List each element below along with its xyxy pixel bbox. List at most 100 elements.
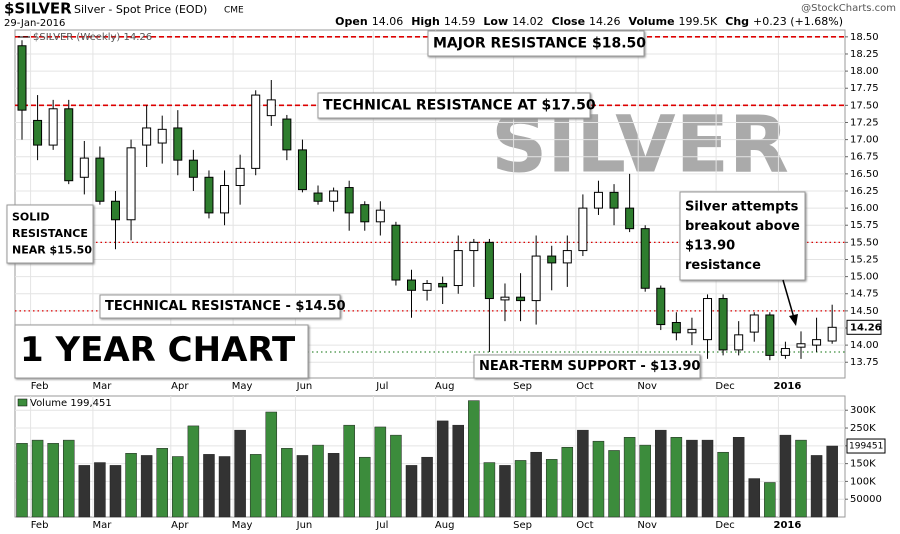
candle-body: [469, 241, 479, 252]
legend-swatch: [17, 398, 28, 407]
candle-body: [360, 204, 370, 223]
y-tick-label: 18.00: [850, 66, 879, 77]
instrument-name: Silver - Spot Price (EOD): [74, 3, 207, 16]
volume-bar: [78, 465, 91, 518]
candle-body: [656, 287, 666, 326]
y-tick-label: 14.50: [850, 306, 879, 317]
candle-body: [422, 282, 432, 291]
annotation-text: Silver attempts: [685, 199, 799, 214]
volume-bar: [701, 439, 714, 518]
candle-body: [516, 296, 526, 302]
legend-entry: $SILVER (Weekly) 14.26: [33, 32, 152, 43]
x-tick-label: Feb: [31, 520, 49, 531]
candle-body: [48, 108, 58, 146]
x-tick-label: Nov: [637, 520, 657, 531]
volume-bar: [343, 424, 355, 518]
candle-body: [391, 224, 401, 281]
y-tick-label: 16.75: [850, 152, 879, 163]
x-tick-label: Jul: [375, 520, 388, 531]
volume-bar: [390, 434, 402, 518]
x-tick-label: Sep: [513, 381, 532, 392]
annotation-text: resistance: [685, 258, 761, 273]
volume-bar: [281, 448, 293, 518]
candle-body: [282, 118, 292, 151]
volume-bar: [327, 453, 340, 518]
candle-body: [266, 99, 276, 117]
x-tick-label: May: [232, 381, 253, 392]
candle-body: [609, 191, 619, 209]
last-price-label: 14.26: [850, 322, 882, 333]
y-tick-label: 17.50: [850, 100, 879, 111]
quote-label: High: [411, 15, 440, 28]
exchange: CME: [224, 6, 244, 16]
volume-bar: [717, 451, 729, 518]
volume-bar: [359, 456, 371, 518]
volume-bar: [545, 459, 558, 518]
annotation-box: [14, 324, 309, 379]
last-volume-box: [846, 438, 886, 454]
volume-bar: [623, 437, 636, 518]
volume-bar: [639, 444, 651, 518]
volume-bar: [203, 454, 215, 518]
candle-body: [640, 228, 650, 289]
x-tick-label: 2016: [773, 520, 801, 531]
candle-body: [671, 322, 681, 334]
annotation-text: MAJOR RESISTANCE $18.50: [433, 36, 646, 52]
volume-bar: [218, 456, 231, 518]
volume-bar: [795, 439, 807, 518]
y-tick-label: 13.75: [850, 357, 879, 368]
y-tick-label: 16.00: [850, 203, 879, 214]
x-tick-label: Mar: [92, 520, 112, 531]
x-tick-label: Aug: [435, 520, 455, 531]
annotation-text: breakout above: [685, 219, 800, 234]
candle-body: [64, 108, 74, 182]
volume-bar: [265, 411, 278, 518]
quote-value: +0.23 (+1.68%): [753, 15, 843, 28]
candle-body: [79, 157, 89, 178]
y-tick-label: 16.25: [850, 186, 879, 197]
volume-bar: [530, 451, 542, 518]
volume-bar: [374, 426, 387, 518]
candle-body: [625, 207, 635, 230]
quote-label: Open: [335, 15, 368, 28]
y-tick-label: 16.50: [850, 169, 879, 180]
date: 29-Jan-2016: [4, 18, 65, 29]
quote-label: Low: [483, 15, 508, 28]
source: @StockCharts.com: [801, 3, 896, 14]
last-volume-label: 199451: [849, 442, 883, 452]
x-tick-label: Dec: [715, 520, 734, 531]
x-tick-label: Jul: [375, 381, 388, 392]
candle-body: [734, 334, 744, 351]
volume-bar: [561, 446, 574, 518]
candle-body: [438, 282, 448, 288]
candle-body: [329, 190, 339, 202]
annotation-text: RESISTANCE: [12, 227, 88, 240]
y-tick-label: 18.25: [850, 49, 879, 60]
candle-body: [297, 149, 307, 191]
x-tick-label: Apr: [171, 381, 189, 392]
candle-body: [313, 192, 323, 202]
candle-body: [126, 147, 136, 221]
candle-body: [687, 328, 697, 334]
volume-bar: [608, 450, 620, 518]
candle-body: [407, 279, 416, 291]
candle-body: [796, 343, 806, 348]
x-tick-label: Oct: [576, 520, 593, 531]
last-price-box: [846, 319, 882, 335]
annotation-text: $13.90: [685, 238, 735, 253]
candle-body: [17, 45, 27, 111]
volume-bar: [156, 448, 168, 518]
volume-bar: [296, 455, 309, 518]
volume-bar: [748, 478, 761, 518]
quote-line: Open 14.06 High 14.59 Low 14.02 Close 14.26 Volu…: [335, 15, 843, 28]
annotation-text: SOLID: [12, 211, 50, 224]
candle-body: [749, 314, 759, 333]
y-tick-label: 15.50: [850, 237, 879, 248]
annotation-text: NEAR-TERM SUPPORT - $13.90: [479, 359, 700, 374]
y-tick-label: 17.75: [850, 83, 879, 94]
quote-value: 14.06: [372, 15, 404, 28]
candle-body: [344, 187, 354, 214]
volume-bar: [405, 465, 418, 518]
y-tick-label: 15.25: [850, 254, 879, 265]
